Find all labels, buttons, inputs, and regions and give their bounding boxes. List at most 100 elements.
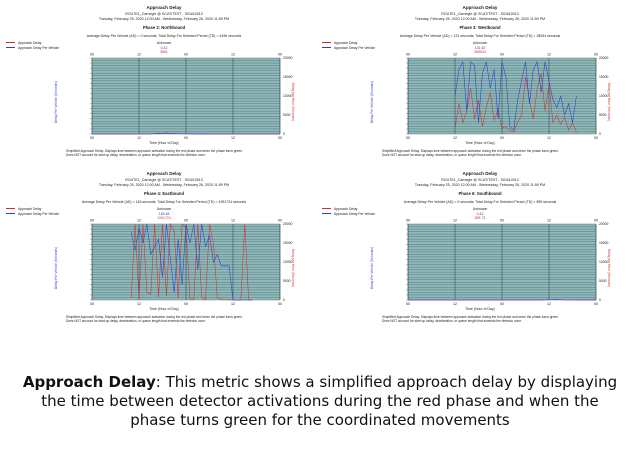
- chart-phase-label: Phase 6: Southbound: [458, 191, 502, 196]
- y-right-tick-label: 15000: [283, 75, 293, 79]
- x-tick-label-bottom: 12: [453, 136, 457, 140]
- legend-swatch: [322, 42, 331, 43]
- chart-legend: Approach Delay Approach Delay Per Vehicle: [322, 40, 375, 50]
- x-tick-label-top: 12: [453, 219, 457, 223]
- chart-title: Approach Delay: [462, 5, 498, 10]
- chart-phase-label: Phase 3: Westbound: [459, 25, 501, 30]
- x-tick-label-bottom: 00: [594, 136, 598, 140]
- chart-legend: Approach Delay Approach Delay Per Vehicle: [6, 40, 59, 50]
- x-tick-label-top: 00: [278, 53, 282, 57]
- x-tick-label-top: 12: [137, 53, 141, 57]
- unknown-value: 0.42: [476, 211, 484, 216]
- x-axis-label: Time (Hour of Day): [465, 307, 495, 311]
- footnote-line-2: Does NOT account for start up delay, dec…: [66, 153, 206, 158]
- x-tick-label-top: 12: [137, 219, 141, 223]
- y-right-tick-label: 20000: [599, 56, 609, 60]
- chart-subtitle-location: ROUTE1_Carnegie @ SCAT/TEST - SIG#10013: [125, 178, 203, 182]
- x-axis-label: Time (Hour of Day): [149, 141, 179, 145]
- chart-subtitle-location: ROUTE1_Carnegie @ SCAT/TEST - SIG#10013: [441, 12, 519, 16]
- legend-swatch: [6, 213, 15, 214]
- legend-label: Approach Delay: [334, 40, 358, 45]
- x-tick-label-top: 00: [406, 53, 410, 57]
- chart-footnote: Simplified Approach Delay. Displays time…: [66, 149, 326, 157]
- y-right-tick-label: 0: [599, 298, 601, 302]
- footnote-line-2: Does NOT account for start up delay, dec…: [66, 319, 206, 324]
- footnote-line-1: Simplified Approach Delay. Displays time…: [66, 149, 243, 153]
- y-right-tick-label: 5000: [283, 279, 291, 283]
- chart-phase-label: Phase 2: Northbound: [142, 25, 186, 30]
- x-axis-label: Time (Hour of Day): [465, 141, 495, 145]
- chart-subtitle-daterange: Tuesday, February 25, 2020 12:00 AM - We…: [414, 182, 546, 187]
- series-line-delay-per-vehicle: [454, 60, 577, 131]
- unknown-red-value: 3851: [160, 50, 168, 54]
- series-line-delay-per-vehicle: [92, 132, 280, 135]
- chart-stats: Average Delay Per Vehicle (AD) = 0 secon…: [86, 34, 242, 38]
- x-tick-label-top: 00: [594, 219, 598, 223]
- chart-legend: Approach Delay Approach Delay Per Vehicle: [322, 206, 375, 216]
- chart-subtitle-daterange: Tuesday, February 25, 2020 12:00 AM - We…: [414, 16, 546, 21]
- legend-item: Approach Delay: [322, 40, 375, 45]
- chart-title: Approach Delay: [146, 5, 182, 10]
- chart-footnote: Simplified Approach Delay. Displays time…: [66, 315, 326, 323]
- x-tick-label-bottom: 12: [547, 302, 551, 306]
- x-tick-label-bottom: 00: [90, 302, 94, 306]
- x-tick-label-bottom: 00: [406, 136, 410, 140]
- x-tick-label-top: 00: [594, 53, 598, 57]
- x-tick-label-top: 12: [547, 219, 551, 223]
- legend-item: Approach Delay: [6, 206, 59, 211]
- x-tick-label-top: 00: [90, 219, 94, 223]
- legend-swatch: [322, 213, 331, 214]
- unknown-label: Unknown: [472, 207, 488, 211]
- legend-item: Approach Delay: [6, 40, 59, 45]
- legend-label: Approach Delay: [334, 206, 358, 211]
- chart-phase-label: Phase 4: Eastbound: [143, 191, 185, 196]
- y-right-tick-label: 10000: [283, 260, 293, 264]
- y-right-tick-label: 20000: [283, 56, 293, 60]
- chart-stats: Average Delay Per Vehicle (AD) = 145 sec…: [81, 200, 247, 204]
- chart-stats: Average Delay Per Vehicle (AD) = 0 secon…: [403, 200, 557, 204]
- footnote-line-1: Simplified Approach Delay. Displays time…: [382, 149, 559, 153]
- unknown-value: 131.62: [474, 45, 486, 50]
- legend-label: Approach Delay Per Vehicle: [334, 211, 376, 216]
- chart-subtitle-daterange: Tuesday, February 25, 2020 12:00 AM - We…: [98, 16, 230, 21]
- y-right-tick-label: 5000: [599, 279, 607, 283]
- x-tick-label-bottom: 12: [137, 302, 141, 306]
- x-tick-label-top: 12: [453, 53, 457, 57]
- unknown-red-value: 1991724: [157, 216, 171, 220]
- x-tick-label-top: 00: [500, 53, 504, 57]
- unknown-value: 145.48: [158, 211, 170, 216]
- legend-label: Approach Delay: [18, 206, 42, 211]
- chart-panel-northbound: Approach Delay ROUTE1_Carnegie @ SCAT/TES…: [6, 2, 314, 167]
- y-right-tick-label: 0: [283, 298, 285, 302]
- x-tick-label-bottom: 00: [278, 302, 282, 306]
- x-tick-label-top: 00: [184, 53, 188, 57]
- chart-title: Approach Delay: [462, 171, 498, 176]
- unknown-label: Unknown: [472, 41, 488, 45]
- legend-swatch: [6, 42, 15, 43]
- x-tick-label-bottom: 00: [500, 136, 504, 140]
- chart-subtitle-daterange: Tuesday, February 25, 2020 12:00 AM - We…: [98, 182, 230, 187]
- legend-label: Approach Delay Per Vehicle: [334, 45, 376, 50]
- chart-panel-westbound: Approach Delay ROUTE1_Carnegie @ SCAT/TES…: [322, 2, 630, 167]
- x-tick-label-top: 00: [500, 219, 504, 223]
- y-right-tick-label: 0: [283, 132, 285, 136]
- unknown-label: Unknown: [156, 41, 172, 45]
- chart-legend: Approach Delay Approach Delay Per Vehicle: [6, 206, 59, 216]
- legend-item: Approach Delay Per Vehicle: [6, 211, 59, 216]
- x-tick-label-bottom: 00: [184, 302, 188, 306]
- y-right-tick-label: 15000: [283, 241, 293, 245]
- x-tick-label-bottom: 00: [406, 302, 410, 306]
- series-line-approach-delay: [454, 73, 577, 133]
- y-right-tick-label: 15000: [599, 75, 609, 79]
- chart-subtitle-location: ROUTE1_Carnegie @ SCAT/TEST - SIG#10013: [441, 178, 519, 182]
- series-line-approach-delay: [130, 222, 253, 301]
- x-tick-label-top: 00: [278, 219, 282, 223]
- footnote-line-2: Does NOT account for start up delay, dec…: [382, 319, 522, 324]
- x-tick-label-top: 00: [90, 53, 94, 57]
- legend-item: Approach Delay Per Vehicle: [6, 45, 59, 50]
- x-tick-label-bottom: 12: [231, 136, 235, 140]
- x-tick-label-bottom: 00: [594, 302, 598, 306]
